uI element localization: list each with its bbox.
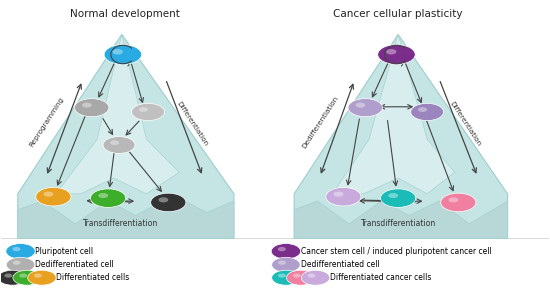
Circle shape (418, 107, 427, 112)
Circle shape (13, 270, 41, 285)
Polygon shape (294, 35, 508, 238)
Polygon shape (294, 201, 508, 238)
Text: Transdifferentiation: Transdifferentiation (360, 220, 436, 229)
Circle shape (293, 273, 301, 278)
Circle shape (158, 197, 168, 202)
Text: Reprogramming: Reprogramming (28, 96, 64, 148)
Circle shape (301, 270, 329, 285)
Circle shape (272, 270, 300, 285)
Circle shape (388, 193, 398, 198)
Circle shape (381, 189, 416, 207)
Circle shape (103, 137, 135, 153)
Circle shape (4, 273, 12, 278)
Circle shape (287, 270, 315, 285)
Circle shape (110, 140, 119, 145)
Text: Differentiated cells: Differentiated cells (56, 273, 129, 282)
Circle shape (6, 257, 35, 272)
Circle shape (356, 103, 365, 108)
Circle shape (348, 99, 382, 117)
Circle shape (104, 45, 141, 64)
Circle shape (12, 247, 20, 251)
Circle shape (43, 191, 53, 197)
Text: Normal development: Normal development (70, 9, 179, 19)
Circle shape (139, 107, 148, 112)
Circle shape (91, 189, 126, 207)
Circle shape (271, 244, 301, 259)
Polygon shape (332, 35, 454, 194)
Text: Dedifferentiation: Dedifferentiation (301, 95, 339, 149)
Polygon shape (18, 35, 234, 238)
Circle shape (6, 244, 35, 259)
Circle shape (272, 257, 300, 272)
Circle shape (333, 191, 343, 197)
Circle shape (13, 261, 20, 265)
Polygon shape (56, 35, 179, 194)
Text: Differentiation: Differentiation (449, 100, 482, 147)
Text: Cancer stem cell / induced pluripotent cancer cell: Cancer stem cell / induced pluripotent c… (301, 247, 492, 256)
Circle shape (36, 187, 71, 206)
Circle shape (151, 193, 186, 212)
Text: Cancer cellular plasticity: Cancer cellular plasticity (333, 9, 463, 19)
Circle shape (82, 103, 92, 108)
Circle shape (28, 270, 56, 285)
Circle shape (411, 103, 443, 121)
Circle shape (378, 45, 415, 64)
Circle shape (74, 99, 109, 117)
Text: Pluripotent cell: Pluripotent cell (35, 247, 94, 256)
Text: Differentiated cancer cells: Differentiated cancer cells (329, 273, 431, 282)
Text: Transdifferentiation: Transdifferentiation (83, 220, 158, 229)
Circle shape (441, 193, 476, 212)
Text: Dedifferentiated cell: Dedifferentiated cell (35, 260, 114, 269)
Circle shape (34, 273, 42, 278)
Polygon shape (18, 195, 234, 238)
Circle shape (278, 261, 286, 265)
Circle shape (278, 273, 286, 278)
Text: Differentiation: Differentiation (175, 100, 208, 147)
Text: Dedifferentiated cell: Dedifferentiated cell (301, 260, 380, 269)
Circle shape (326, 187, 361, 206)
Circle shape (131, 103, 164, 121)
Circle shape (0, 270, 26, 285)
Circle shape (307, 273, 316, 278)
Circle shape (98, 193, 108, 198)
Circle shape (386, 49, 397, 55)
Circle shape (19, 273, 27, 278)
Circle shape (112, 49, 123, 55)
Circle shape (448, 197, 458, 202)
Circle shape (278, 247, 286, 251)
